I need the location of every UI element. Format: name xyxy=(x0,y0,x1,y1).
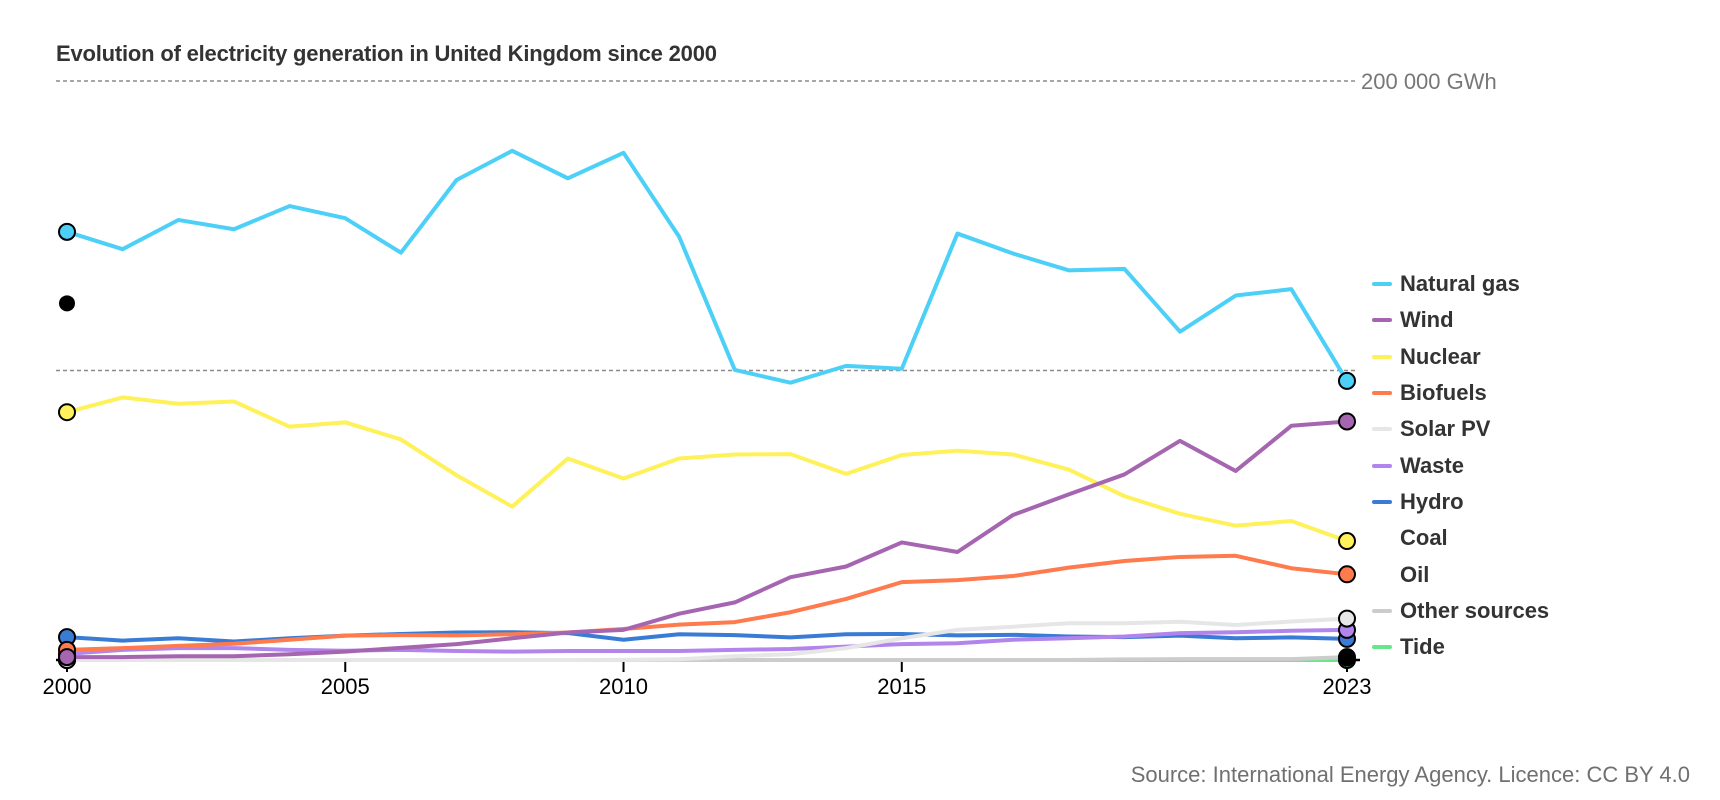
series-line-nuclear xyxy=(66,395,1348,543)
legend-label: Biofuels xyxy=(1400,380,1487,406)
source-note: Source: International Energy Agency. Lic… xyxy=(1130,762,1690,787)
series-line-wind xyxy=(67,419,1348,660)
x-tick-label: 2000 xyxy=(43,674,92,699)
legend-swatch xyxy=(1372,282,1392,287)
x-tick-label: 2010 xyxy=(599,674,648,699)
legend-label: Natural gas xyxy=(1400,271,1520,297)
legend-swatch xyxy=(1372,536,1392,540)
legend-label: Solar PV xyxy=(1400,416,1491,442)
legend-swatch xyxy=(1372,608,1392,613)
series-line-solar-pv xyxy=(67,616,1348,662)
legend-swatch xyxy=(1372,318,1392,323)
legend-item[interactable]: Natural gas xyxy=(1372,266,1549,302)
legend-label: Hydro xyxy=(1400,488,1464,514)
legend-item[interactable]: Biofuels xyxy=(1372,375,1549,411)
series-line-biofuels xyxy=(66,553,1348,652)
endpoint-dot-nuclear xyxy=(58,403,76,422)
series-line-waste xyxy=(66,627,1348,656)
legend-item[interactable]: Hydro xyxy=(1372,484,1549,520)
endpoint-dot-coal xyxy=(1339,649,1355,666)
legend-label: Nuclear xyxy=(1400,343,1481,369)
endpoint-dot-solar-pv xyxy=(1338,609,1356,628)
legend-swatch xyxy=(1372,427,1392,432)
gridlines: 200 000 GWh xyxy=(56,69,1497,372)
legend-swatch xyxy=(1372,645,1392,650)
endpoint-dot-biofuels xyxy=(1338,565,1356,584)
legend-item[interactable]: Waste xyxy=(1372,447,1549,483)
series-line-natural-gas xyxy=(66,148,1349,385)
x-tick-label: 2015 xyxy=(877,674,926,699)
legend-item[interactable]: Oil xyxy=(1372,556,1549,592)
gridline-label: 200 000 GWh xyxy=(1361,69,1497,94)
legend-item[interactable]: Wind xyxy=(1372,302,1549,338)
legend-label: Oil xyxy=(1400,561,1430,587)
legend-item[interactable]: Solar PV xyxy=(1372,411,1549,447)
x-tick-label: 2005 xyxy=(321,674,370,699)
legend-label: Waste xyxy=(1400,452,1464,478)
endpoint-dot-wind xyxy=(1338,412,1356,431)
series-lines xyxy=(66,148,1349,662)
chart-title: Evolution of electricity generation in U… xyxy=(56,41,717,66)
endpoint-dot-coal xyxy=(59,295,75,312)
legend-swatch xyxy=(1372,499,1392,504)
legend-item[interactable]: Nuclear xyxy=(1372,339,1549,375)
endpoint-dot-natural-gas xyxy=(1338,371,1356,390)
legend-label: Wind xyxy=(1400,307,1454,333)
legend-label: Coal xyxy=(1400,525,1448,551)
x-axis: 2000 2005 2010 2015 2023 xyxy=(43,658,1372,699)
legend-label: Tide xyxy=(1400,634,1445,660)
endpoint-dot-nuclear xyxy=(1338,532,1356,551)
legend-label: Other sources xyxy=(1400,597,1550,623)
legend-item[interactable]: Coal xyxy=(1372,520,1549,556)
legend-swatch xyxy=(1372,391,1392,396)
legend-swatch xyxy=(1372,354,1392,359)
series-endpoint-dots xyxy=(58,222,1356,669)
legend: Natural gas Wind Nuclear Biofuels Solar PV Wa… xyxy=(1372,266,1549,665)
endpoint-dot-wind xyxy=(58,648,76,667)
endpoint-dot-natural-gas xyxy=(58,222,76,241)
legend-swatch xyxy=(1372,573,1392,577)
legend-item[interactable]: Other sources xyxy=(1372,593,1549,629)
legend-item[interactable]: Tide xyxy=(1372,629,1549,665)
legend-swatch xyxy=(1372,463,1392,468)
x-tick-label: 2023 xyxy=(1323,674,1372,699)
